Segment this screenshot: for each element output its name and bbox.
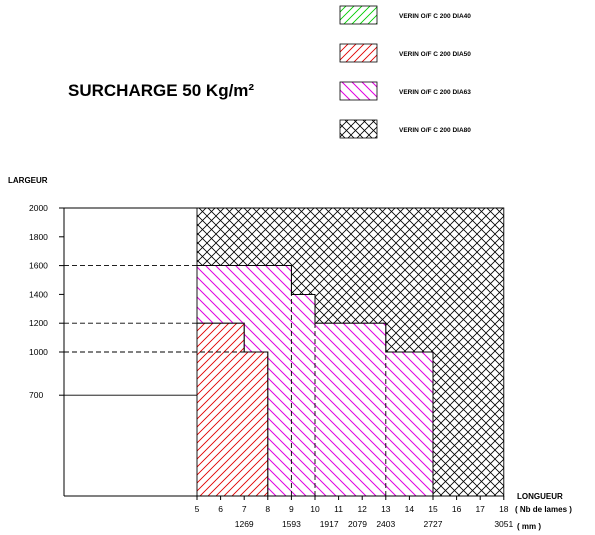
x-tick-label-6: 6 bbox=[218, 504, 223, 514]
x-tick-label-10: 10 bbox=[310, 504, 320, 514]
x-tick-label-13: 13 bbox=[381, 504, 391, 514]
x-mm-label-2727: 2727 bbox=[424, 519, 443, 529]
x-mm-label-1593: 1593 bbox=[282, 519, 301, 529]
x-axis-label-3: ( mm ) bbox=[517, 522, 541, 531]
x-tick-label-14: 14 bbox=[405, 504, 415, 514]
y-tick-label-1800: 1800 bbox=[29, 232, 48, 242]
y-tick-label-2000: 2000 bbox=[29, 203, 48, 213]
x-tick-label-9: 9 bbox=[289, 504, 294, 514]
x-axis-label-2: ( Nb de lames ) bbox=[515, 505, 572, 514]
legend-label-3: VERIN O/F C 200 DIA80 bbox=[399, 127, 471, 134]
chart-title: SURCHARGE 50 Kg/m² bbox=[68, 81, 254, 100]
x-mm-label-1269: 1269 bbox=[235, 519, 254, 529]
y-axis-label: LARGEUR bbox=[8, 176, 48, 185]
x-tick-label-18: 18 bbox=[499, 504, 509, 514]
x-mm-label-2079: 2079 bbox=[348, 519, 367, 529]
x-tick-label-12: 12 bbox=[357, 504, 367, 514]
reference-lines bbox=[64, 265, 387, 496]
x-axis-label-1: LONGUEUR bbox=[517, 492, 563, 501]
x-tick-label-16: 16 bbox=[452, 504, 462, 514]
x-mm-ticks: 1269 1593 1917 2079 2403 2727 3051 bbox=[235, 519, 514, 529]
x-tick-label-15: 15 bbox=[428, 504, 438, 514]
legend: VERIN O/F C 200 DIA40 VERIN O/F C 200 DIA… bbox=[339, 5, 471, 139]
x-tick-label-7: 7 bbox=[242, 504, 247, 514]
legend-swatch-0 bbox=[339, 5, 378, 25]
legend-swatch-1 bbox=[339, 43, 378, 63]
y-ticks: 700 1000 1200 1400 1600 1800 2000 bbox=[29, 203, 64, 400]
y-tick-label-1000: 1000 bbox=[29, 347, 48, 357]
y-tick-label-1400: 1400 bbox=[29, 289, 48, 299]
legend-label-2: VERIN O/F C 200 DIA63 bbox=[399, 89, 471, 96]
x-tick-label-17: 17 bbox=[475, 504, 485, 514]
x-mm-label-1917: 1917 bbox=[320, 519, 339, 529]
x-mm-label-2403: 2403 bbox=[376, 519, 395, 529]
y-tick-label-1600: 1600 bbox=[29, 261, 48, 271]
legend-swatch-3 bbox=[339, 119, 378, 139]
x-mm-label-3051: 3051 bbox=[494, 519, 513, 529]
x-ticks: 5 6 7 8 9 10 11 12 13 14 15 16 17 18 bbox=[195, 496, 509, 514]
legend-label-1: VERIN O/F C 200 DIA50 bbox=[399, 51, 471, 58]
x-tick-label-5: 5 bbox=[195, 504, 200, 514]
legend-swatch-2 bbox=[339, 81, 378, 101]
legend-label-0: VERIN O/F C 200 DIA40 bbox=[399, 13, 471, 20]
x-tick-label-8: 8 bbox=[265, 504, 270, 514]
y-tick-label-700: 700 bbox=[29, 390, 43, 400]
x-tick-label-11: 11 bbox=[334, 504, 343, 514]
y-tick-label-1200: 1200 bbox=[29, 318, 48, 328]
